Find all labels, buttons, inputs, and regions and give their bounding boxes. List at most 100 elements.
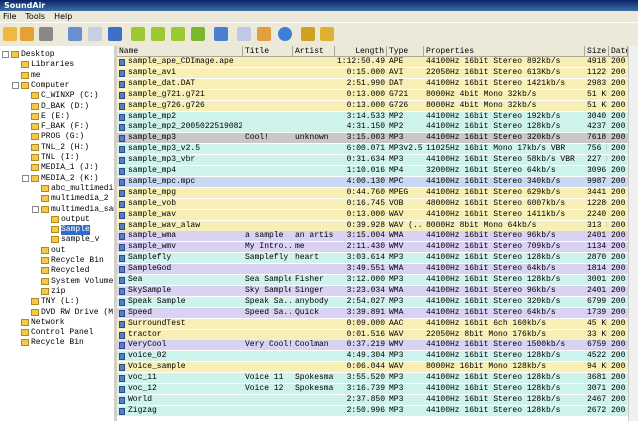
file-row[interactable]: Sea Sea Sample Fisher 3:12.000 MP3 44100Hz 16… bbox=[117, 275, 628, 286]
tree-item[interactable]: multimedia_2 bbox=[51, 194, 109, 204]
tree-item[interactable]: F_BAK (F:) bbox=[41, 122, 90, 132]
file-row[interactable]: sample_vob 0:16.745 VOB 48000Hz 16bit Stere… bbox=[117, 198, 628, 210]
file-row[interactable]: sample_avi 0:15.000 AVI 22050Hz 16bit Stere… bbox=[117, 67, 628, 79]
file-row[interactable]: voc_11 Voice 11 Spokesman 3:55.520 MP3 44100H… bbox=[117, 373, 628, 385]
file-row[interactable]: SampleGod 3:49.551 WMA 44100Hz 16bit Stereo… bbox=[117, 264, 628, 276]
toolbar-button[interactable] bbox=[3, 27, 17, 41]
toolbar-button[interactable] bbox=[131, 27, 145, 41]
tree-item[interactable]: MEDIA_2 (K:) bbox=[41, 173, 99, 183]
toolbar-button[interactable] bbox=[301, 27, 315, 41]
tree-item[interactable]: zip bbox=[51, 286, 66, 296]
file-row[interactable]: sample_wav_alaw 0:39.928 WAV (... 8000Hz 8b… bbox=[117, 220, 628, 232]
cell-text: 44100Hz 16bit Stereo 128kb/s bbox=[426, 351, 561, 361]
toolbar-button[interactable] bbox=[320, 27, 334, 41]
file-row[interactable]: sample_mp3_vbr 0:31.634 MP3 44100Hz 16bit S… bbox=[117, 155, 628, 167]
tree-item[interactable]: output bbox=[61, 214, 90, 224]
tree-item[interactable]: D_BAK (D:) bbox=[41, 101, 90, 111]
tree-item[interactable]: TNL_2 (H:) bbox=[41, 142, 90, 152]
tree-item[interactable]: System Volume Inf bbox=[51, 276, 114, 286]
file-row[interactable]: sample_mpg 0:44.760 MPEG 44100Hz 16bit Ster… bbox=[117, 187, 628, 199]
column-header[interactable]: Length bbox=[335, 46, 387, 57]
column-header[interactable]: Type bbox=[387, 46, 424, 57]
file-row[interactable]: VeryCool Very Cool! Coolman 0:37.219 WMV 4410… bbox=[117, 340, 628, 352]
toolbar-button[interactable] bbox=[257, 27, 271, 41]
tree-item[interactable]: MEDIA_1 (J:) bbox=[41, 163, 99, 173]
column-header[interactable]: Name bbox=[117, 46, 243, 57]
expander[interactable] bbox=[2, 51, 9, 58]
toolbar-button[interactable] bbox=[237, 27, 251, 41]
tree-item[interactable]: TNL (I:) bbox=[41, 153, 80, 162]
column-header[interactable]: Properties bbox=[424, 46, 585, 57]
file-row[interactable]: sample_wma a sample an artist 3:15.004 WMA 44… bbox=[117, 231, 628, 243]
tree-item[interactable]: Sample bbox=[61, 225, 90, 236]
column-header[interactable]: Artist bbox=[293, 46, 335, 57]
file-row[interactable]: SkySample Sky Sample Singer 3:23.034 WMA 4410… bbox=[117, 285, 628, 297]
toolbar-button[interactable] bbox=[68, 27, 82, 41]
toolbar-button[interactable] bbox=[191, 27, 205, 41]
expander[interactable] bbox=[22, 174, 29, 182]
file-row[interactable]: sample_ape_CDImage.ape 1:12:50.493 APE 4410… bbox=[117, 57, 628, 68]
folder-icon bbox=[21, 61, 29, 69]
file-row[interactable]: sample_mp4 1:10.016 MP4 32000Hz 16bit Stere… bbox=[117, 166, 628, 177]
tree-item[interactable]: me bbox=[31, 70, 41, 80]
file-row[interactable]: sample_g726.g726 0:13.000 G726 8000Hz 4bit … bbox=[117, 100, 628, 112]
toolbar-button[interactable] bbox=[151, 27, 165, 41]
tree-item[interactable]: PROG (G:) bbox=[41, 132, 85, 142]
toolbar-button[interactable] bbox=[88, 27, 102, 41]
tree-item[interactable]: Network bbox=[31, 317, 65, 327]
file-row[interactable]: SurroundTest 0:09.000 AAC 44100Hz 16bit 6ch… bbox=[117, 318, 628, 330]
file-row[interactable]: sample_wav 0:13.000 WAV 44100Hz 16bit Stere… bbox=[117, 209, 628, 221]
file-row[interactable]: sample_mp2 3:14.533 MP2 44100Hz 16bit Stere… bbox=[117, 111, 628, 123]
file-row[interactable]: World 2:37.850 MP3 44100Hz 16bit Stereo 128… bbox=[117, 394, 628, 406]
file-row[interactable]: voice_02 4:49.304 MP3 44100Hz 16bit Stereo … bbox=[117, 351, 628, 363]
cell-text: sample_wmv bbox=[128, 242, 177, 252]
expander[interactable] bbox=[32, 205, 39, 213]
file-row[interactable]: Voice_sample 0:06.044 WAV 8000Hz 16bit Mono… bbox=[117, 362, 628, 374]
file-row[interactable]: Samplefly Samplefly heart 3:03.614 MP3 44100H… bbox=[117, 253, 628, 265]
tree-item[interactable]: multimedia_sample bbox=[51, 204, 114, 214]
column-header[interactable]: Date bbox=[609, 46, 628, 57]
file-row[interactable]: voc_12 Voice 12 Spokesman 3:16.739 MP3 44100H… bbox=[117, 384, 628, 395]
menu-item[interactable]: File bbox=[3, 12, 17, 21]
tree-item[interactable]: C_WINXP (C:) bbox=[41, 91, 99, 101]
file-row[interactable]: sample_mp3 Cool! unknown 3:15.003 MP3 44100Hz… bbox=[117, 133, 628, 145]
file-row[interactable]: Speed Speed Sa... Quick 3:39.891 WMA 44100Hz … bbox=[117, 307, 628, 319]
cell-text: 8000Hz 8bit Mono 64kb/s bbox=[426, 220, 537, 230]
tree-item[interactable]: Recycled bbox=[51, 266, 90, 276]
file-row[interactable]: sample_dat.DAT 2:51.990 DAT 44100Hz 16bit S… bbox=[117, 78, 628, 90]
file-row[interactable]: Zigzag 2:50.996 MP3 44100Hz 16bit Stereo 12… bbox=[117, 405, 628, 417]
toolbar-button[interactable] bbox=[278, 27, 292, 41]
file-row[interactable]: tractor 0:01.516 WAV 22050Hz 8bit Mono 176k… bbox=[117, 329, 628, 341]
menu-bar: File Tools Help bbox=[0, 11, 638, 22]
tree-item[interactable]: TNY (L:) bbox=[41, 297, 80, 307]
toolbar-button[interactable] bbox=[214, 27, 228, 41]
toolbar-button[interactable] bbox=[39, 27, 53, 41]
tree-item[interactable]: sample_v bbox=[61, 235, 100, 245]
column-header[interactable]: Title bbox=[243, 46, 293, 57]
file-row[interactable]: sample_mp3_v2.5 6:00.071 MP3v2.5 11025Hz 16… bbox=[117, 144, 628, 156]
tree-item[interactable]: Recycle Bin bbox=[31, 338, 84, 348]
column-header[interactable]: Size bbox=[585, 46, 609, 57]
toolbar-button[interactable] bbox=[171, 27, 185, 41]
tree-item[interactable]: Control Panel bbox=[31, 328, 94, 338]
expander[interactable] bbox=[12, 81, 19, 89]
vertical-scrollbar[interactable] bbox=[628, 46, 638, 421]
tree-item[interactable]: Computer bbox=[31, 80, 70, 90]
tree-item[interactable]: DVD RW Drive (M:) bbox=[41, 307, 117, 317]
tree-item[interactable]: Recycle Bin bbox=[51, 256, 104, 265]
file-row[interactable]: sample_wmv My Intro... me 2:11.430 WMV 44100H… bbox=[117, 242, 628, 254]
tree-item[interactable]: Libraries bbox=[31, 60, 75, 70]
toolbar-button[interactable] bbox=[108, 27, 122, 41]
file-row[interactable]: Speak Sample Speak Sa... anybody 2:54.027 MP… bbox=[117, 296, 628, 308]
menu-item[interactable]: Help bbox=[54, 12, 73, 21]
tree-item[interactable]: Desktop bbox=[21, 50, 55, 59]
folder-icon bbox=[41, 267, 49, 275]
tree-item[interactable]: out bbox=[51, 245, 66, 255]
file-row[interactable]: sample_mpc.mpc 4:00.130 MPC 44100Hz 16bit S… bbox=[117, 176, 628, 188]
tree-item[interactable]: E (E:) bbox=[41, 111, 70, 121]
menu-item[interactable]: Tools bbox=[25, 12, 46, 21]
file-row[interactable]: sample_mp2_20050225190822988 4:31.150 MP2 4… bbox=[117, 122, 628, 134]
tree-item[interactable]: abc_multimedia_te bbox=[51, 183, 114, 193]
toolbar-button[interactable] bbox=[20, 27, 34, 41]
file-row[interactable]: sample_g721.g721 0:13.000 G721 8000Hz 4bit … bbox=[117, 89, 628, 101]
